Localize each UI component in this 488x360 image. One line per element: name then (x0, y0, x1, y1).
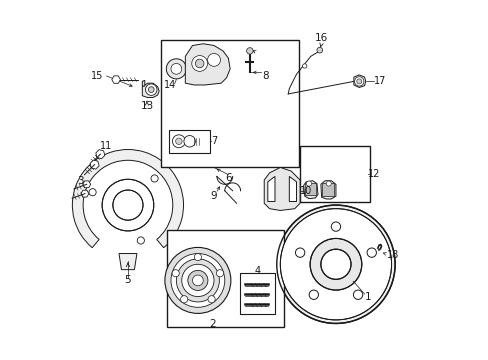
Polygon shape (142, 80, 144, 86)
Circle shape (172, 270, 179, 277)
Circle shape (166, 59, 186, 79)
Circle shape (207, 53, 220, 66)
Polygon shape (303, 181, 317, 199)
Circle shape (302, 64, 306, 68)
Circle shape (354, 77, 363, 86)
Text: 4: 4 (254, 266, 260, 276)
Bar (305, 183, 316, 195)
Text: 5: 5 (124, 275, 131, 285)
Circle shape (195, 59, 203, 68)
Circle shape (191, 55, 207, 71)
Polygon shape (90, 160, 99, 169)
Text: 17: 17 (373, 76, 386, 86)
Circle shape (306, 181, 311, 186)
Polygon shape (320, 181, 335, 199)
Circle shape (192, 275, 203, 286)
Circle shape (182, 264, 214, 297)
Polygon shape (81, 190, 89, 197)
Circle shape (308, 290, 318, 300)
Text: 9: 9 (209, 191, 216, 201)
Circle shape (151, 175, 158, 182)
Circle shape (89, 189, 96, 196)
Circle shape (183, 135, 195, 147)
Polygon shape (142, 83, 159, 98)
Text: 18: 18 (386, 250, 399, 260)
Polygon shape (82, 181, 90, 188)
Circle shape (320, 249, 350, 279)
Circle shape (145, 84, 157, 95)
Text: 7: 7 (210, 136, 217, 146)
Polygon shape (289, 176, 296, 202)
Bar (167, 230, 284, 327)
Text: 12: 12 (367, 168, 380, 179)
Polygon shape (353, 75, 365, 87)
Circle shape (171, 253, 224, 307)
Circle shape (194, 253, 201, 261)
Wedge shape (72, 149, 183, 248)
Polygon shape (267, 176, 274, 202)
Circle shape (176, 259, 219, 302)
Circle shape (102, 179, 153, 231)
Circle shape (216, 270, 223, 277)
Bar (240, 273, 275, 315)
Circle shape (113, 190, 142, 220)
Bar (300, 146, 369, 202)
Bar (161, 40, 299, 167)
Polygon shape (112, 76, 120, 83)
Polygon shape (264, 167, 300, 211)
Circle shape (175, 138, 182, 144)
Text: 13: 13 (140, 102, 153, 112)
Text: 8: 8 (262, 71, 269, 81)
Text: 10: 10 (300, 186, 312, 197)
Circle shape (325, 181, 330, 186)
Circle shape (148, 87, 154, 93)
Circle shape (295, 248, 304, 257)
Circle shape (164, 247, 230, 314)
Text: 3: 3 (77, 176, 83, 186)
Polygon shape (119, 253, 137, 270)
Circle shape (356, 79, 361, 84)
Circle shape (207, 296, 215, 303)
Text: 15: 15 (90, 71, 103, 81)
Circle shape (172, 135, 185, 148)
Text: 1: 1 (364, 292, 371, 302)
Text: 6: 6 (224, 173, 231, 183)
Bar (169, 130, 210, 153)
Circle shape (353, 290, 362, 300)
Circle shape (187, 270, 207, 291)
Circle shape (246, 48, 253, 54)
Text: 11: 11 (100, 141, 112, 151)
Text: 16: 16 (314, 33, 327, 43)
Text: 2: 2 (208, 319, 215, 329)
Circle shape (180, 296, 187, 303)
Circle shape (330, 222, 340, 231)
Polygon shape (96, 150, 104, 159)
Circle shape (316, 47, 322, 53)
Circle shape (280, 209, 391, 320)
Polygon shape (185, 44, 230, 85)
Text: 14: 14 (164, 80, 176, 90)
Circle shape (137, 237, 144, 244)
Circle shape (366, 248, 376, 257)
Bar (322, 183, 333, 196)
Circle shape (309, 238, 361, 290)
Circle shape (171, 63, 182, 74)
Circle shape (276, 205, 394, 323)
